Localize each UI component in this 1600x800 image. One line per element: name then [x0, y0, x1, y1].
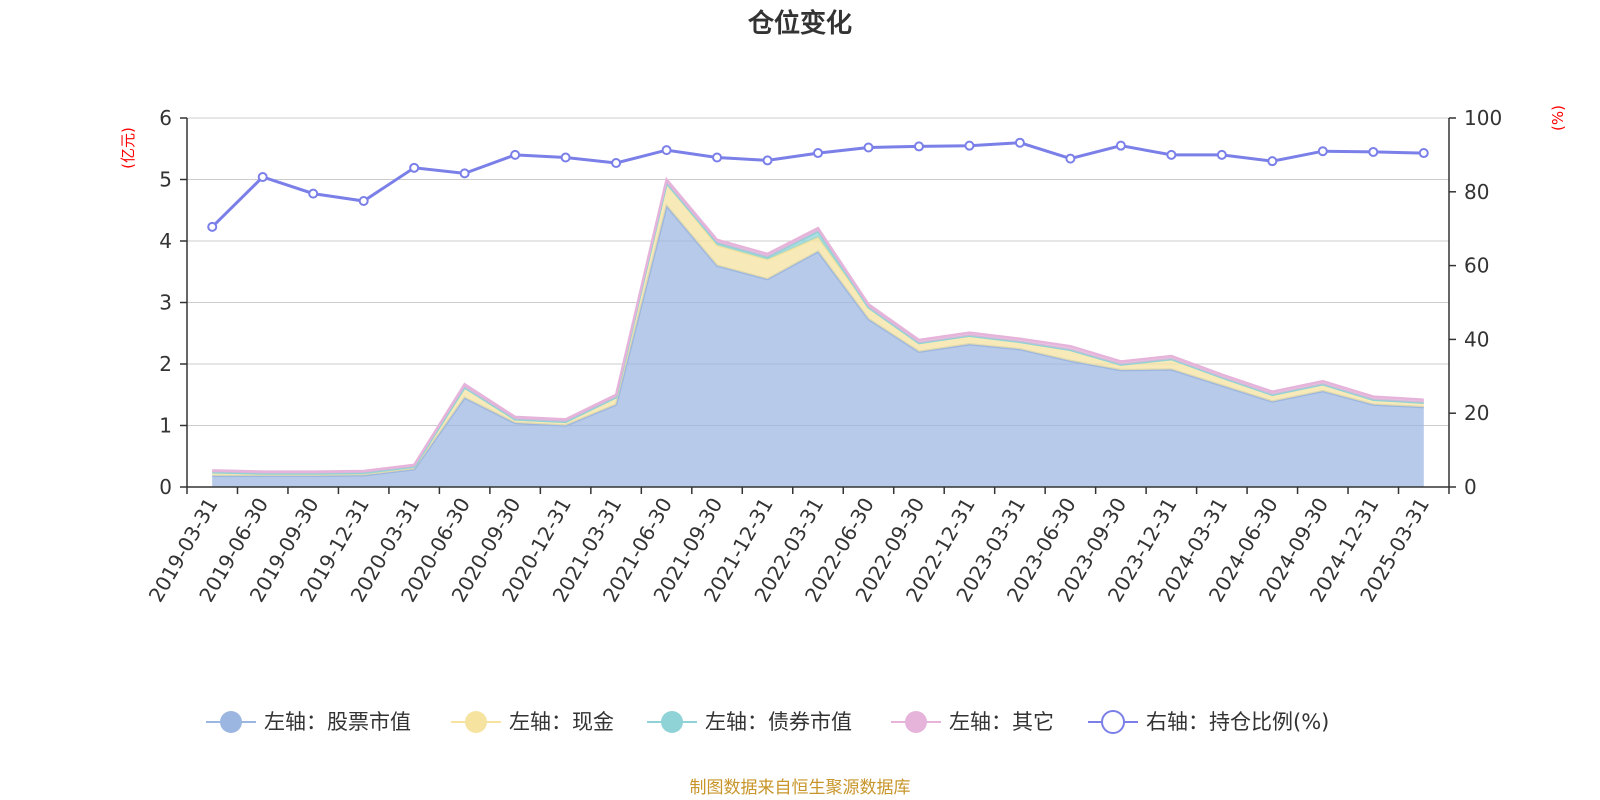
- legend-marker: [661, 711, 683, 733]
- legend-label: 左轴：其它: [949, 710, 1054, 734]
- legend-item[interactable]: 左轴：其它: [891, 710, 1054, 734]
- right-tick-label: 100: [1464, 106, 1502, 130]
- ratio-point: [813, 148, 823, 159]
- right-axis-unit: (%): [1549, 105, 1567, 131]
- legend-item[interactable]: 左轴：债券市值: [647, 710, 852, 734]
- ratio-point: [611, 158, 622, 169]
- area-series: [212, 176, 1424, 487]
- left-tick-label: 1: [159, 414, 172, 438]
- legend[interactable]: 左轴：股票市值 左轴：现金 左轴：债券市值 左轴：其它 右轴：持仓比例(%): [206, 710, 1329, 734]
- legend-marker: [1101, 710, 1125, 734]
- legend-label: 左轴：股票市值: [264, 710, 411, 734]
- ratio-point: [712, 152, 723, 163]
- ratio-point: [1368, 146, 1379, 157]
- legend-marker: [220, 711, 242, 733]
- ratio-point: [257, 172, 268, 183]
- ratio-point: [207, 221, 218, 232]
- ratio-point: [964, 140, 975, 151]
- legend-label: 左轴：债券市值: [705, 710, 852, 734]
- left-tick-label: 2: [159, 352, 172, 376]
- ratio-point: [762, 155, 773, 166]
- ratio-point: [409, 162, 420, 173]
- ratio-point: [1418, 148, 1429, 159]
- ratio-point: [661, 145, 672, 156]
- legend-label: 右轴：持仓比例(%): [1146, 710, 1329, 734]
- right-tick-label: 80: [1464, 180, 1489, 204]
- chart-title: 仓位变化: [747, 8, 852, 39]
- right-tick-label: 20: [1464, 401, 1489, 425]
- ratio-point: [1317, 146, 1328, 157]
- legend-item[interactable]: 右轴：持仓比例(%): [1088, 710, 1329, 734]
- data-source-footer: 制图数据来自恒生聚源数据库: [690, 778, 911, 798]
- legend-item[interactable]: 左轴：股票市值: [206, 710, 411, 734]
- ratio-point: [1166, 149, 1177, 160]
- ratio-point: [1115, 140, 1126, 151]
- left-tick-label: 0: [159, 475, 172, 499]
- ratio-point: [459, 168, 470, 179]
- left-tick-label: 6: [159, 106, 172, 130]
- ratio-point: [308, 188, 319, 199]
- left-tick-label: 3: [159, 291, 172, 315]
- ratio-point: [913, 141, 924, 152]
- left-tick-label: 5: [159, 168, 172, 192]
- ratio-point: [1267, 156, 1278, 167]
- legend-marker: [905, 711, 927, 733]
- legend-label: 左轴：现金: [509, 710, 614, 734]
- area-edge-3: [212, 176, 1424, 473]
- ratio-point: [510, 149, 521, 160]
- ratio-line-series: [207, 137, 1429, 232]
- right-tick-label: 60: [1464, 254, 1489, 278]
- ratio-point: [1216, 149, 1227, 160]
- left-tick-label: 4: [159, 229, 172, 253]
- right-tick-label: 40: [1464, 327, 1489, 351]
- area-1: [212, 183, 1424, 476]
- right-tick-label: 0: [1464, 475, 1477, 499]
- legend-item[interactable]: 左轴：现金: [451, 710, 614, 734]
- legend-marker: [465, 711, 487, 733]
- ratio-point: [863, 142, 874, 153]
- area-0: [212, 205, 1424, 487]
- ratio-point: [560, 152, 571, 163]
- ratio-point: [358, 196, 369, 207]
- ratio-point: [1065, 153, 1076, 164]
- left-axis-unit: (亿元): [119, 127, 137, 169]
- ratio-point: [1014, 137, 1025, 148]
